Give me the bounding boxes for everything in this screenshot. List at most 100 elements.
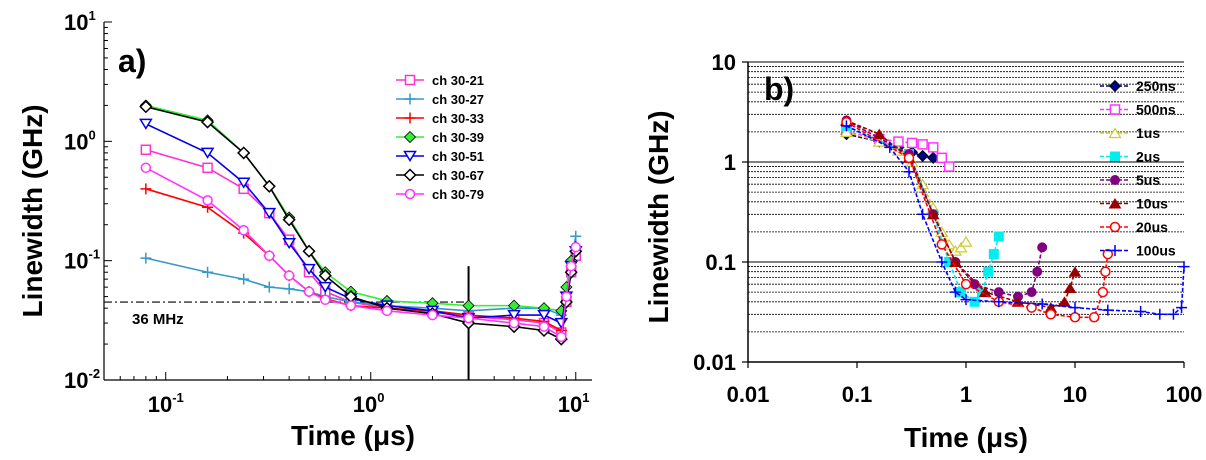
data-point xyxy=(202,162,213,174)
legend-label: ch 30-51 xyxy=(432,149,484,164)
tick-base: 10 xyxy=(148,392,172,417)
legend-marker xyxy=(403,168,417,182)
legend-marker xyxy=(1109,104,1121,115)
data-point xyxy=(264,250,275,261)
tick-base: 10 xyxy=(64,10,88,35)
data-point xyxy=(283,283,295,295)
data-point xyxy=(1167,308,1179,320)
y-axis-title: Linewidth (GHz) xyxy=(643,110,674,323)
data-point xyxy=(463,312,474,324)
data-point xyxy=(936,152,948,164)
series-line-3 xyxy=(145,104,577,312)
x-tick-label: 100 xyxy=(1166,382,1203,407)
data-point xyxy=(839,126,854,137)
data-point xyxy=(202,266,214,278)
x-axis-title: Time (μs) xyxy=(291,420,415,451)
tick-exponent: 0 xyxy=(88,127,95,142)
legend-marker xyxy=(1108,79,1122,93)
data-point xyxy=(537,309,551,322)
legend-marker xyxy=(1108,127,1122,139)
data-point xyxy=(237,146,251,160)
legend-marker xyxy=(404,188,416,200)
data-point xyxy=(872,128,886,140)
data-point xyxy=(565,260,577,272)
data-point xyxy=(262,207,277,220)
data-point xyxy=(303,286,315,297)
y-axis-title: Linewidth (GHz) xyxy=(17,104,48,317)
y-tick-label: 0.01 xyxy=(693,350,736,375)
panel-label-a: a) xyxy=(118,43,146,79)
data-point xyxy=(1154,308,1166,320)
data-point xyxy=(561,291,572,302)
data-point xyxy=(1176,302,1188,314)
legend-marker xyxy=(1110,151,1120,162)
data-point xyxy=(1102,304,1114,316)
data-point xyxy=(283,270,295,281)
legend-marker xyxy=(1108,198,1122,209)
x-tick-label: 0.01 xyxy=(727,382,770,407)
legend-label: ch 30-39 xyxy=(432,130,484,145)
data-point xyxy=(560,281,573,294)
tick-exponent: -1 xyxy=(88,247,100,262)
y-tick-label: 10 xyxy=(712,50,736,75)
data-point xyxy=(936,239,948,250)
data-point xyxy=(903,152,915,164)
data-point xyxy=(140,252,152,264)
data-point xyxy=(508,317,520,329)
series-line-2 xyxy=(145,188,577,332)
data-point xyxy=(238,273,250,285)
data-point xyxy=(139,118,153,130)
legend-label: 500ns xyxy=(1136,102,1176,118)
data-point xyxy=(556,331,567,343)
tick-exponent: -2 xyxy=(88,366,100,381)
data-point xyxy=(884,141,896,153)
data-point xyxy=(320,294,331,306)
x-tick-label: 101 xyxy=(558,390,590,417)
tick-exponent: 0 xyxy=(377,390,384,405)
y-tick-label: 10-2 xyxy=(64,366,100,393)
x-tick-label: 0.1 xyxy=(842,382,873,407)
data-point xyxy=(318,269,332,283)
legend-label: 20us xyxy=(1136,219,1168,235)
data-point xyxy=(507,299,521,312)
data-point xyxy=(1026,287,1037,298)
legend-label: 100us xyxy=(1136,243,1176,259)
y-tick-label: 0.1 xyxy=(705,250,736,275)
series-line-7 xyxy=(846,125,1185,316)
data-point xyxy=(927,142,939,153)
data-point xyxy=(1036,298,1048,310)
data-point xyxy=(570,241,582,253)
data-point xyxy=(1135,305,1147,317)
data-point xyxy=(427,309,438,321)
data-point xyxy=(1100,266,1111,277)
data-point xyxy=(345,300,357,311)
y-tick-label: 1 xyxy=(724,150,736,175)
tick-base: 10 xyxy=(353,392,377,417)
x-tick-label: 100 xyxy=(353,390,385,417)
legend-label: 10us xyxy=(1136,196,1168,212)
data-point xyxy=(917,139,928,150)
legend-label: 250ns xyxy=(1136,78,1176,94)
legend-marker xyxy=(1109,245,1121,256)
data-point xyxy=(1069,302,1081,314)
tick-base: 10 xyxy=(558,392,582,417)
data-point xyxy=(936,256,948,268)
tick-base: 10 xyxy=(64,368,88,393)
data-point xyxy=(263,281,275,293)
data-point xyxy=(1045,309,1057,320)
data-point xyxy=(993,296,1005,308)
data-point xyxy=(943,161,955,172)
data-point xyxy=(140,183,152,195)
data-point xyxy=(988,249,999,260)
x-tick-label: 10 xyxy=(1063,382,1087,407)
data-point xyxy=(906,137,918,149)
data-point xyxy=(139,100,153,114)
data-point xyxy=(1063,282,1077,293)
data-point xyxy=(1032,266,1043,277)
legend-marker xyxy=(404,112,416,124)
data-point xyxy=(381,305,393,317)
data-point xyxy=(954,241,968,253)
